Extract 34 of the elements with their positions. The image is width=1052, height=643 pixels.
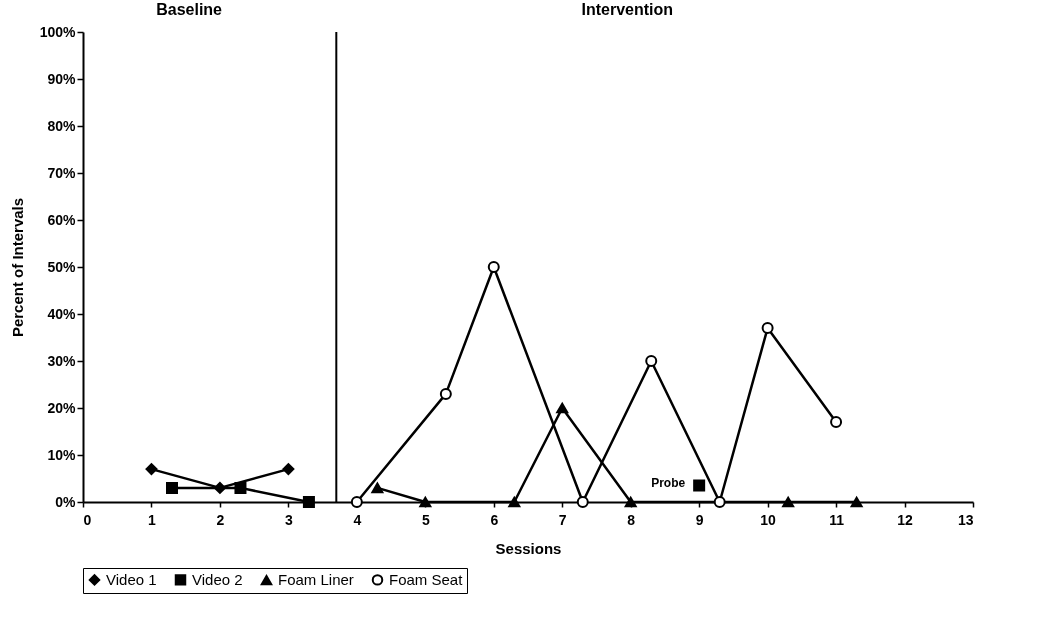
x-tick-label: 3 [284, 511, 293, 528]
x-tick-label: 1 [148, 511, 157, 528]
x-tick-label: 13 [957, 511, 974, 528]
y-tick-label: 90% [47, 70, 77, 87]
x-tick-label: 6 [490, 511, 499, 528]
x-tick-label: 0 [83, 511, 92, 528]
x-tick-label: 7 [558, 511, 567, 528]
x-tick-label: 8 [627, 511, 636, 528]
x-tick-label: 2 [216, 511, 225, 528]
y-tick-label: 50% [47, 258, 77, 275]
legend-label: Video 2 [192, 570, 243, 588]
y-tick-label: 100% [39, 23, 77, 40]
annotation: Probe [651, 475, 686, 490]
y-tick-label: 10% [47, 446, 77, 463]
legend-label: Foam Seat [389, 570, 464, 588]
legend-label: Video 1 [106, 570, 157, 588]
x-tick-label: 9 [695, 511, 704, 528]
y-tick-label: 30% [47, 352, 77, 369]
y-tick-label: 70% [47, 164, 77, 181]
x-tick-label: 11 [829, 511, 845, 528]
y-axis-title: Percent of Intervals [8, 197, 26, 338]
x-tick-label: 5 [421, 511, 430, 528]
x-tick-label: 12 [897, 511, 914, 528]
y-tick-label: 20% [47, 399, 77, 416]
text: Baseline [156, 1, 223, 18]
x-tick-label: 10 [760, 511, 777, 528]
y-tick-label: 0% [55, 493, 77, 510]
x-tick-label: 4 [353, 511, 362, 528]
text: Intervention [581, 1, 674, 18]
x-axis-title: Sessions [495, 539, 562, 557]
legend-label: Foam Liner [278, 571, 354, 589]
y-tick-label: 80% [47, 117, 77, 134]
y-tick-label: 60% [47, 211, 77, 228]
y-tick-label: 40% [47, 305, 77, 322]
